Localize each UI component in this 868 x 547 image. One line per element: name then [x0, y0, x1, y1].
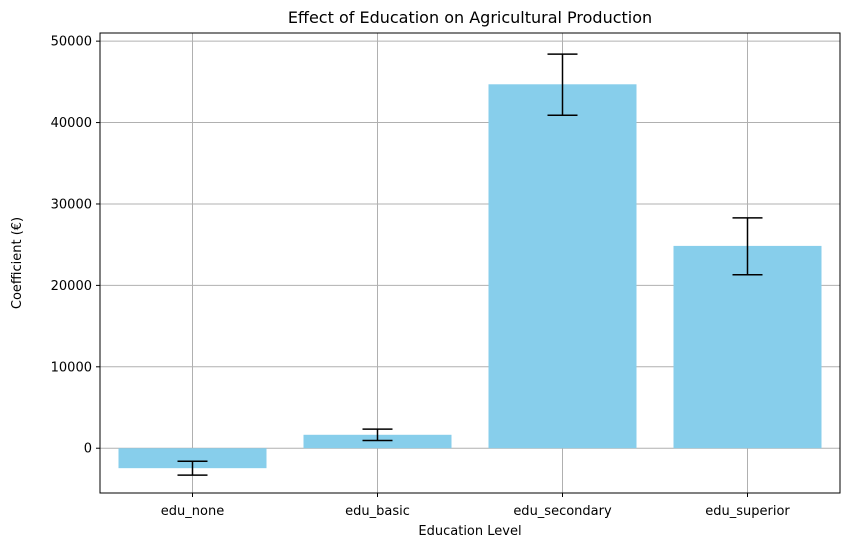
y-axis-label: Coefficient (€) — [10, 217, 25, 309]
y-tick-label: 40000 — [51, 116, 92, 131]
axis-ticks: 0 10000 20000 30000 40000 50000 edu_none edu_ba… — [51, 35, 791, 519]
y-tick-label: 30000 — [51, 197, 92, 212]
x-tick-label: edu_superior — [705, 504, 790, 519]
x-axis-label: Education Level — [418, 524, 521, 539]
bar — [303, 434, 452, 449]
chart-title: Effect of Education on Agricultural Prod… — [288, 8, 652, 27]
x-tick-label: edu_basic — [345, 504, 410, 519]
y-tick-label: 10000 — [51, 360, 92, 375]
plot-frame — [99, 32, 841, 494]
y-tick-label: 50000 — [51, 35, 92, 50]
bars — [118, 84, 822, 469]
bar — [118, 448, 267, 469]
y-tick-label: 0 — [84, 442, 92, 457]
error-bars — [177, 53, 763, 476]
x-tick-label: edu_secondary — [513, 504, 612, 519]
y-tick-label: 20000 — [51, 279, 92, 294]
x-tick-label: edu_none — [161, 504, 224, 519]
bar — [673, 245, 822, 449]
bar — [488, 84, 637, 449]
